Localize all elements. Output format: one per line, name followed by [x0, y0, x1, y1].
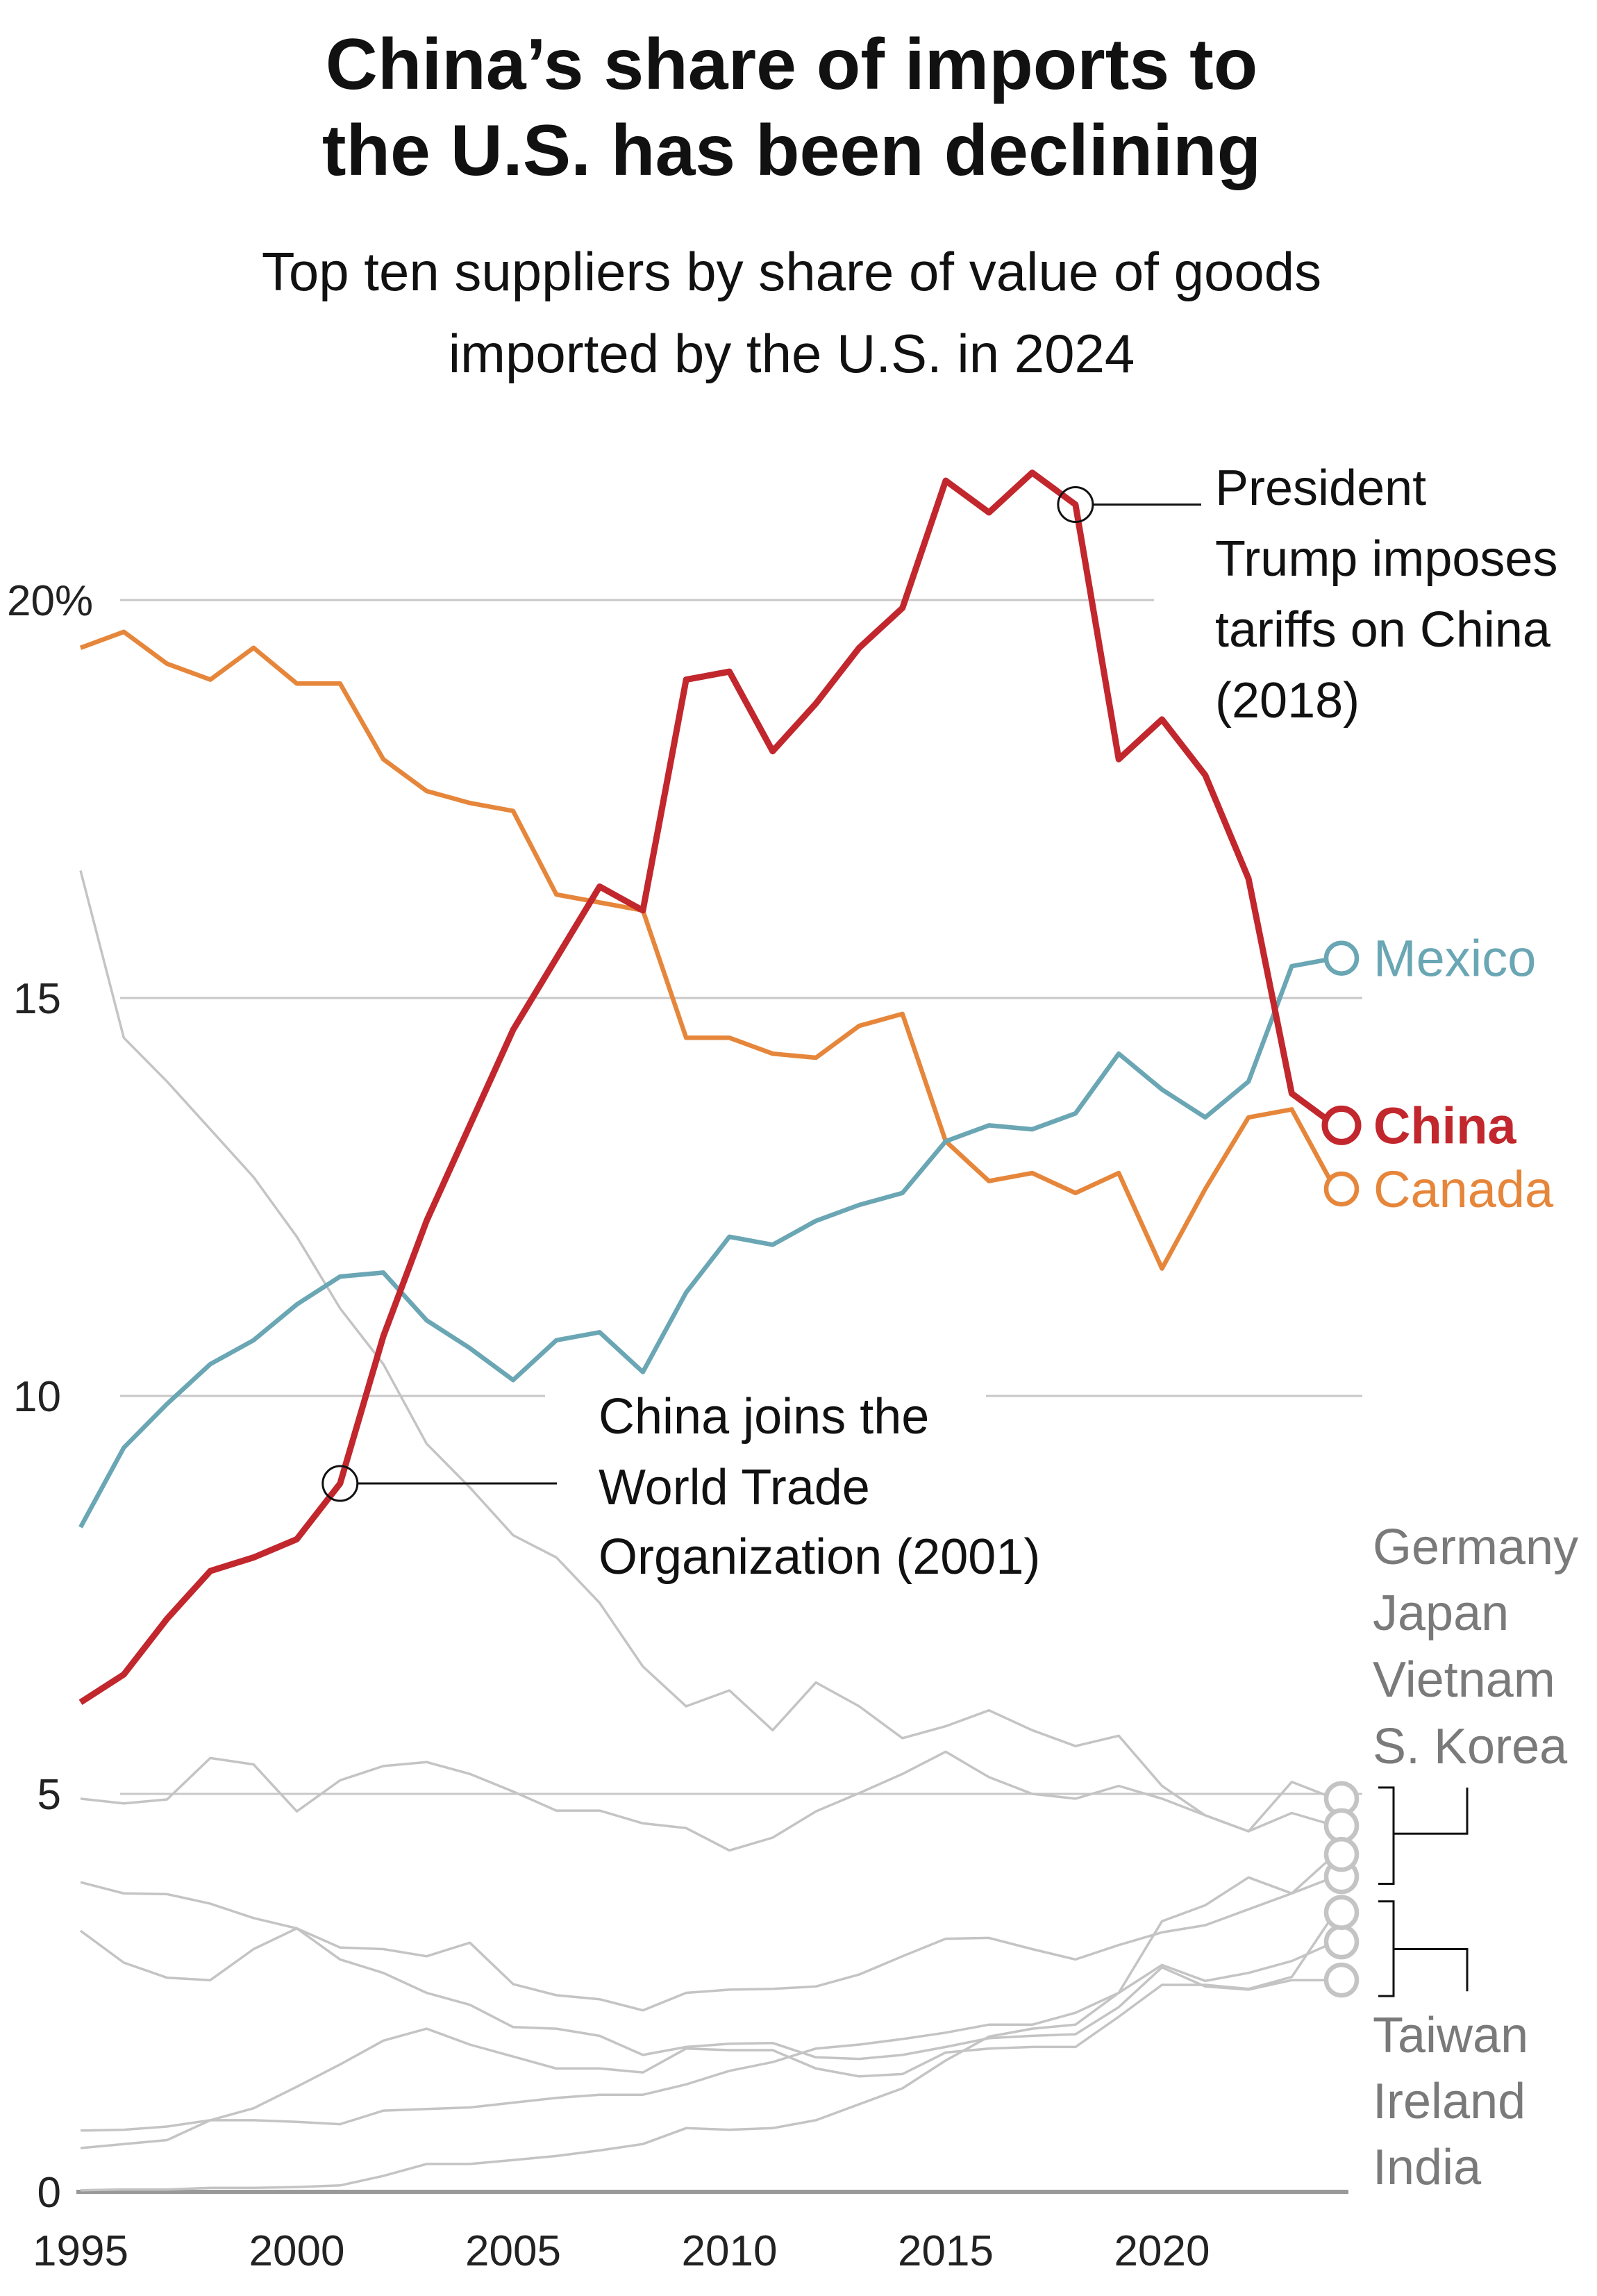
series-line-other — [80, 1940, 1336, 2132]
annotation-text-line: President — [1215, 460, 1426, 516]
series-label-canada: Canada — [1373, 1161, 1554, 1218]
end-marker-other — [1323, 1808, 1360, 1844]
series-label-ireland: Ireland — [1373, 2074, 1525, 2129]
end-marker-mexico — [1323, 940, 1360, 976]
end-markers — [1321, 940, 1362, 1998]
annotation-wto: China joins the World Trade Organization… — [321, 1389, 1040, 1585]
gridlines — [76, 599, 1362, 2194]
series-line-other — [79, 870, 1336, 1833]
x-axis-ticks: 1995 2000 2005 2010 2015 2020 — [33, 2227, 1210, 2275]
group-bracket — [1378, 1900, 1469, 1997]
label-brackets — [1378, 1786, 1469, 1997]
series-label-india: India — [1373, 2140, 1482, 2195]
x-tick-label: 2005 — [465, 2227, 561, 2275]
annotation-text-line: Organization (2001) — [599, 1529, 1040, 1585]
x-tick-label: 2010 — [682, 2227, 778, 2275]
series-line-other — [80, 1911, 1337, 2149]
series-line-other — [80, 1853, 1336, 2192]
x-tick-label: 2020 — [1114, 2227, 1210, 2275]
chart-subtitle-line-2: imported by the U.S. in 2024 — [449, 323, 1135, 384]
annotation-trump-tariffs: President Trump imposes tariffs on China… — [1057, 460, 1557, 729]
chart-title-line-2: the U.S. has been declining — [322, 110, 1261, 191]
annotation-text-line: (2018) — [1215, 673, 1360, 729]
y-tick-label: 15 — [13, 975, 61, 1023]
series-label-taiwan: Taiwan — [1373, 2008, 1528, 2063]
y-tick-label: 10 — [13, 1373, 61, 1421]
series-line-china — [78, 469, 1337, 1705]
series-line-other — [79, 1875, 1336, 2012]
annotation-text-line: World Trade — [599, 1460, 870, 1515]
chart-subtitle-line-1: Top ten suppliers by share of value of g… — [262, 241, 1321, 302]
end-marker-other — [1323, 1924, 1360, 1960]
annotation-text-line: tariffs on China — [1215, 602, 1551, 658]
series-label-japan: Japan — [1373, 1586, 1509, 1641]
series-lines — [78, 469, 1337, 2192]
chart-title-line-1: China’s share of imports to — [326, 24, 1258, 105]
end-marker-other — [1323, 1836, 1360, 1872]
y-tick-label: 5 — [37, 1771, 61, 1819]
series-label-mexico: Mexico — [1373, 930, 1536, 988]
end-marker-canada — [1323, 1171, 1360, 1207]
x-tick-label: 2000 — [249, 2227, 345, 2275]
series-line-canada — [79, 629, 1337, 1271]
x-tick-label: 1995 — [33, 2227, 128, 2275]
x-tick-label: 2015 — [898, 2227, 994, 2275]
y-tick-label: 20% — [7, 577, 93, 625]
y-tick-label: 0 — [37, 2169, 61, 2217]
y-axis-ticks: 0 5 10 15 20% — [7, 577, 93, 2217]
series-label-china: China — [1373, 1097, 1516, 1154]
series-line-other — [80, 1750, 1336, 1852]
series-label-s-korea: S. Korea — [1373, 1719, 1568, 1774]
series-line-mexico — [78, 956, 1336, 1529]
annotation-text-line: Trump imposes — [1215, 531, 1557, 587]
end-marker-other — [1323, 1895, 1360, 1931]
series-label-germany: Germany — [1373, 1520, 1578, 1575]
group-bracket — [1378, 1786, 1469, 1885]
annotation-text-line: China joins the — [599, 1389, 929, 1445]
end-marker-china — [1321, 1105, 1362, 1145]
series-line-other — [80, 1881, 1335, 2061]
end-marker-other — [1323, 1962, 1360, 1998]
series-label-vietnam: Vietnam — [1373, 1652, 1555, 1708]
